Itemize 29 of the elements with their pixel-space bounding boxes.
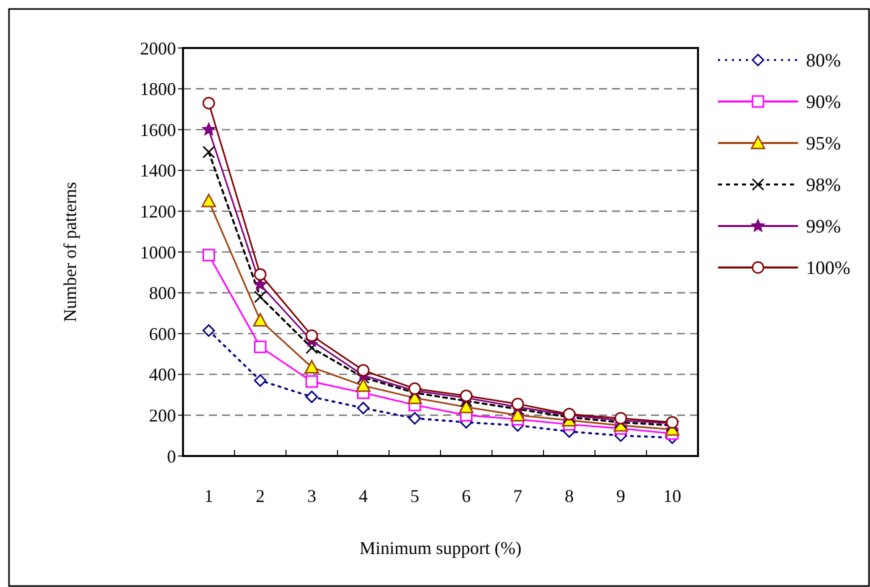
y-tick-label: 2000 (140, 38, 176, 58)
legend-label: 98% (806, 175, 841, 196)
x-tick-label: 9 (616, 486, 626, 506)
y-tick-label: 1600 (140, 120, 176, 140)
y-tick-label: 0 (167, 446, 176, 466)
x-tick-label: 8 (564, 486, 574, 506)
y-tick-label: 1000 (140, 242, 176, 262)
y-tick-label: 1400 (140, 160, 176, 181)
x-tick-label: 10 (663, 486, 682, 506)
legend-label: 90% (806, 92, 841, 114)
x-tick-label: 1 (204, 486, 214, 506)
legend-label: 100% (806, 258, 850, 280)
x-tick-label: 3 (307, 486, 316, 506)
y-tick-label: 600 (149, 324, 176, 344)
y-tick-label: 1200 (140, 202, 176, 222)
x-tick-label: 7 (513, 486, 522, 506)
legend-label: 95% (806, 134, 841, 155)
y-tick-label: 800 (149, 283, 176, 304)
x-tick-label: 6 (462, 486, 471, 506)
legend-label: 99% (806, 216, 841, 238)
x-axis-title: Minimum support (%) (360, 538, 522, 558)
x-tick-label: 4 (358, 486, 368, 506)
y-tick-label: 1800 (140, 79, 176, 100)
x-tick-label: 2 (256, 486, 265, 506)
x-tick-label: 5 (410, 486, 420, 506)
y-tick-label: 400 (149, 364, 176, 385)
y-tick-label: 200 (149, 406, 176, 426)
legend-label: 80% (806, 50, 841, 72)
y-axis-title: Number of patterns (60, 182, 80, 322)
